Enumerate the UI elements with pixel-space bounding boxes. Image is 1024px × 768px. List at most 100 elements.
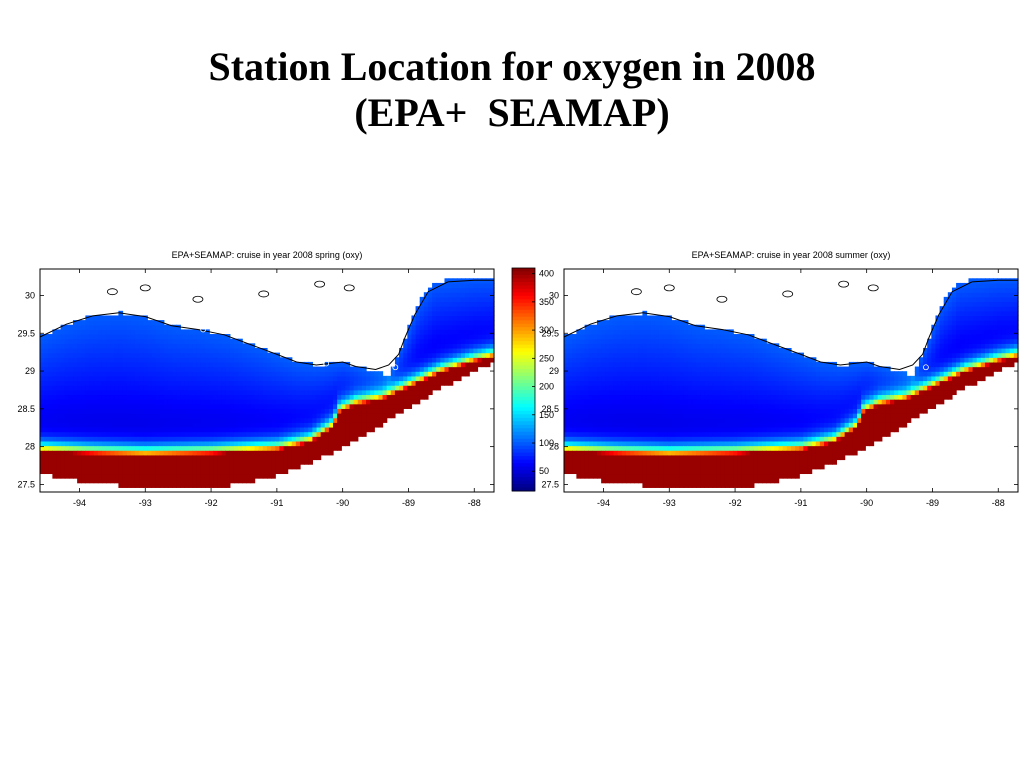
oxygen-cell [238,352,243,358]
oxygen-cell [126,459,132,465]
oxygen-cell [122,408,128,414]
oxygen-cell [93,422,99,428]
oxygen-cell [683,464,689,470]
oxygen-cell [403,389,408,396]
oxygen-cell [130,459,136,465]
oxygen-cell [630,334,635,340]
oxygen-cell [262,459,268,465]
oxygen-cell [262,464,268,470]
oxygen-cell [667,403,672,409]
oxygen-cell [638,403,644,409]
oxygen-cell [275,380,280,386]
oxygen-cell [345,361,351,368]
oxygen-cell [155,464,161,470]
oxygen-cell [465,352,470,358]
oxygen-cell [40,343,45,349]
oxygen-cell [485,324,491,330]
oxygen-cell [658,347,664,354]
oxygen-cell [205,417,210,423]
oxygen-cell [741,347,747,354]
oxygen-cell [143,343,148,349]
oxygen-cell [163,343,169,349]
oxygen-cell [708,422,714,428]
oxygen-cell [89,445,95,451]
oxygen-cell [246,417,252,423]
oxygen-cell [737,361,743,368]
oxygen-cell [254,468,260,475]
oxygen-cell [753,352,759,358]
oxygen-cell [64,413,70,419]
oxygen-cell [341,385,347,391]
oxygen-cell [436,324,441,330]
station-marker [349,345,356,352]
oxygen-cell [147,394,153,400]
oxygen-cell [576,375,582,382]
oxygen-cell [192,431,198,437]
oxygen-cell [613,389,619,396]
oxygen-cell [262,440,268,447]
oxygen-cell [291,454,297,461]
oxygen-cell [56,389,62,396]
oxygen-cell [625,352,631,358]
oxygen-cell [671,357,677,363]
oxygen-cell [126,436,132,442]
oxygen-cell [225,357,231,363]
oxygen-cell [609,478,615,484]
oxygen-cell [48,334,53,340]
oxygen-cell [229,417,235,423]
oxygen-cell [415,357,421,363]
oxygen-cell [337,361,342,368]
oxygen-cell [56,436,62,442]
oxygen-cell [279,366,285,372]
oxygen-cell [250,385,256,391]
oxygen-cell [205,440,210,447]
oxygen-cell [592,324,598,330]
oxygen-cell [370,422,375,428]
oxygen-cell [762,385,767,391]
oxygen-cell [114,357,120,363]
oxygen-cell [134,389,140,396]
oxygen-cell [122,394,128,400]
oxygen-cell [766,403,771,409]
oxygen-cell [704,436,710,442]
oxygen-cell [403,403,408,409]
oxygen-cell [564,403,569,409]
oxygen-cell [592,329,598,335]
oxygen-cell [419,338,425,344]
oxygen-cell [279,436,285,442]
station-marker [343,346,349,353]
oxygen-cell [737,389,743,396]
oxygen-cell [778,413,784,419]
oxygen-cell [782,440,788,447]
oxygen-cell [258,347,264,354]
oxygen-cell [159,473,165,479]
oxygen-cell [378,394,384,400]
oxygen-cell [642,431,648,437]
oxygen-cell [233,347,239,354]
oxygen-cell [473,287,479,293]
oxygen-cell [708,334,714,340]
oxygen-cell [366,385,371,391]
oxygen-cell [481,329,487,335]
oxygen-cell [696,399,701,405]
oxygen-cell [196,352,202,358]
oxygen-cell [749,371,755,377]
oxygen-cell [473,301,479,307]
oxygen-cell [691,366,697,372]
oxygen-cell [353,371,359,377]
oxygen-cell [568,394,573,400]
oxygen-cell [60,324,66,330]
oxygen-cell [304,403,309,409]
oxygen-cell [766,478,771,484]
oxygen-cell [60,408,66,414]
oxygen-cell [407,338,413,344]
oxygen-cell [460,371,466,377]
oxygen-cell [106,361,111,368]
oxygen-cell [242,380,247,386]
oxygen-cell [576,394,582,400]
oxygen-cell [791,464,796,470]
oxygen-cell [700,426,705,433]
oxygen-cell [163,408,169,414]
oxygen-cell [118,445,124,451]
oxygen-cell [584,431,590,437]
